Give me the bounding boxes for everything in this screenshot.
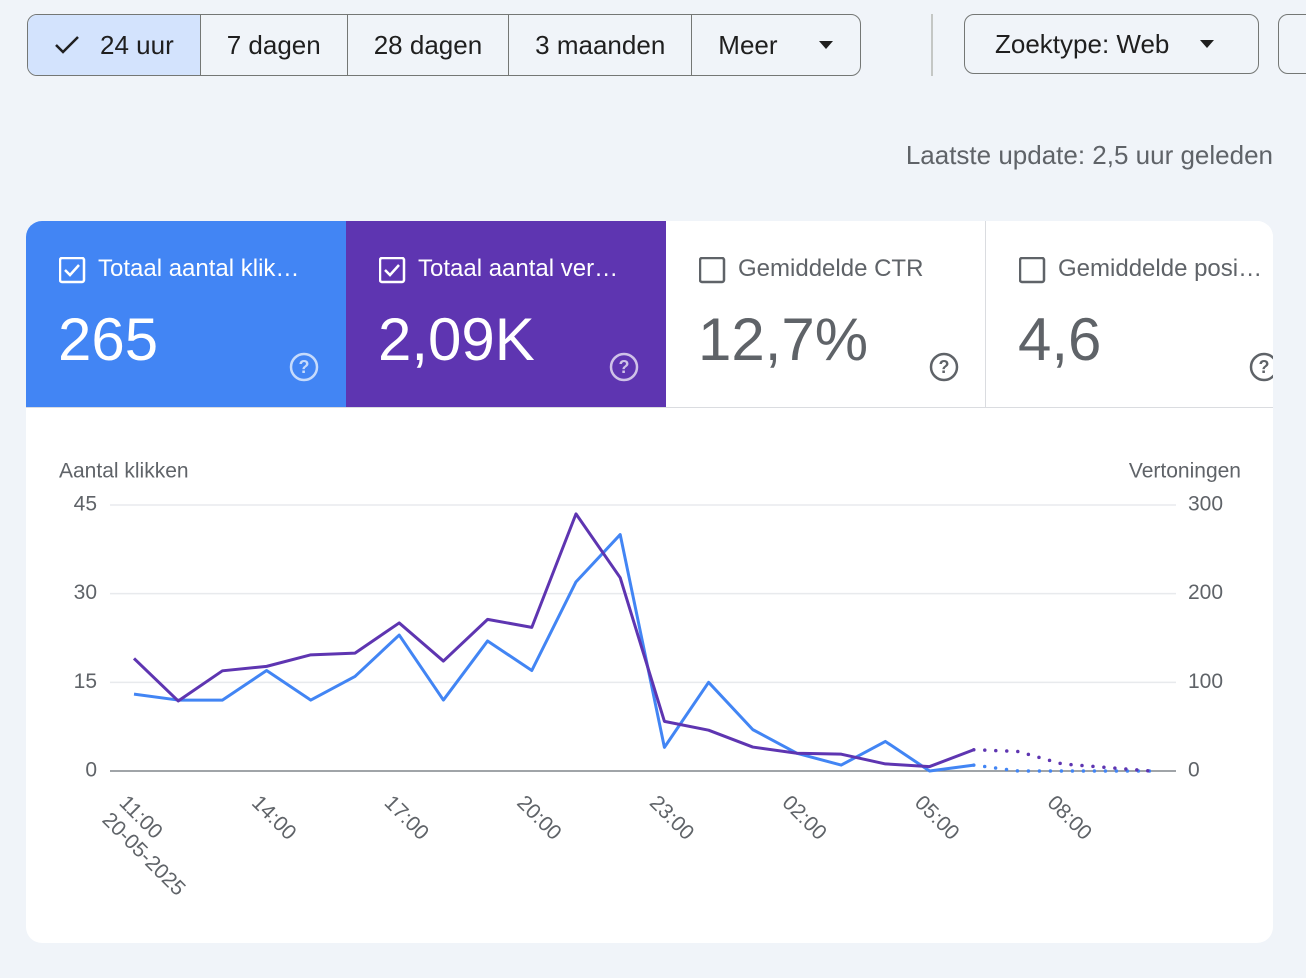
range-label: 3 maanden <box>535 29 666 60</box>
range-label: 24 uur <box>100 29 174 60</box>
checkbox[interactable] <box>699 257 726 284</box>
checkbox[interactable] <box>1019 257 1046 284</box>
y2-tick-label: 0 <box>1188 759 1200 782</box>
y2-axis-title: Vertoningen <box>1129 460 1241 483</box>
series-line <box>132 512 975 769</box>
range-button[interactable]: 28 dagen <box>348 15 510 75</box>
metric-label: Gemiddelde posi… <box>1058 255 1263 282</box>
series-line <box>133 533 974 773</box>
series-line-partial <box>972 747 1153 773</box>
x-tick-label: 20:00 <box>512 791 565 844</box>
y-tick-label: 45 <box>74 493 97 516</box>
y-tick-label: 0 <box>85 759 97 782</box>
range-button[interactable]: Meer <box>692 15 859 75</box>
dropdown-icon <box>818 41 833 49</box>
x-tick-label: 08:00 <box>1043 791 1096 844</box>
y-tick-label: 15 <box>74 670 97 693</box>
y-tick-label: 30 <box>74 581 97 604</box>
dropdown-icon <box>1200 40 1215 48</box>
x-tick-label: 14:00 <box>247 791 300 844</box>
range-label: 7 dagen <box>226 29 321 60</box>
svg-text:?: ? <box>939 357 950 377</box>
x-tick-label: 05:00 <box>910 791 963 844</box>
performance-panel: Totaal aantal klik… 265 ? Totaal aantal … <box>26 221 1273 943</box>
metric-card[interactable]: Gemiddelde CTR 12,7% ? <box>666 221 986 408</box>
metric-label: Totaal aantal klik… <box>98 255 300 282</box>
x-tick-label: 02:00 <box>778 791 831 844</box>
range-button[interactable]: 24 uur <box>28 15 201 75</box>
help-icon[interactable]: ? <box>608 351 640 383</box>
check-icon <box>55 36 79 54</box>
metric-label: Gemiddelde CTR <box>738 255 924 282</box>
x-tick-label: 17:00 <box>380 791 433 844</box>
range-label: 28 dagen <box>373 29 483 60</box>
range-selector: 24 uur 7 dagen 28 dagen 3 maanden Meer <box>27 14 861 76</box>
svg-text:?: ? <box>299 357 310 377</box>
last-update: Laatste update: 2,5 uur geleden <box>905 140 1273 170</box>
y2-tick-label: 200 <box>1188 581 1223 604</box>
metric-value: 2,09K <box>378 306 535 373</box>
range-button[interactable]: 7 dagen <box>201 15 348 75</box>
help-icon[interactable]: ? <box>928 351 960 383</box>
search-type-button[interactable]: Zoektype: Web <box>964 14 1259 74</box>
divider <box>931 14 933 76</box>
svg-text:?: ? <box>619 357 630 377</box>
range-button[interactable]: 3 maanden <box>509 15 693 75</box>
search-type-label: Zoektype: Web <box>995 28 1170 59</box>
checkbox[interactable] <box>379 257 406 284</box>
help-icon[interactable]: ? <box>288 351 320 383</box>
metric-label: Totaal aantal ver… <box>418 255 619 282</box>
metric-value: 12,7% <box>698 306 869 373</box>
metric-value: 4,6 <box>1018 306 1102 373</box>
series-line-partial <box>972 763 1153 773</box>
x-tick-label: 23:00 <box>645 791 698 844</box>
metric-card[interactable]: Gemiddelde posi… 4,6 ? <box>986 221 1273 408</box>
checkbox[interactable] <box>59 257 86 284</box>
filter-button[interactable] <box>1278 14 1306 74</box>
help-icon[interactable]: ? <box>1248 351 1273 383</box>
range-label: Meer <box>718 29 778 60</box>
y-axis-title: Aantal klikken <box>59 460 189 483</box>
metric-card[interactable]: Totaal aantal ver… 2,09K ? <box>346 221 666 408</box>
metric-value: 265 <box>58 306 159 373</box>
y2-tick-label: 100 <box>1188 670 1223 693</box>
metric-card[interactable]: Totaal aantal klik… 265 ? <box>26 221 346 408</box>
svg-text:?: ? <box>1259 357 1270 377</box>
y2-tick-label: 300 <box>1188 493 1223 516</box>
